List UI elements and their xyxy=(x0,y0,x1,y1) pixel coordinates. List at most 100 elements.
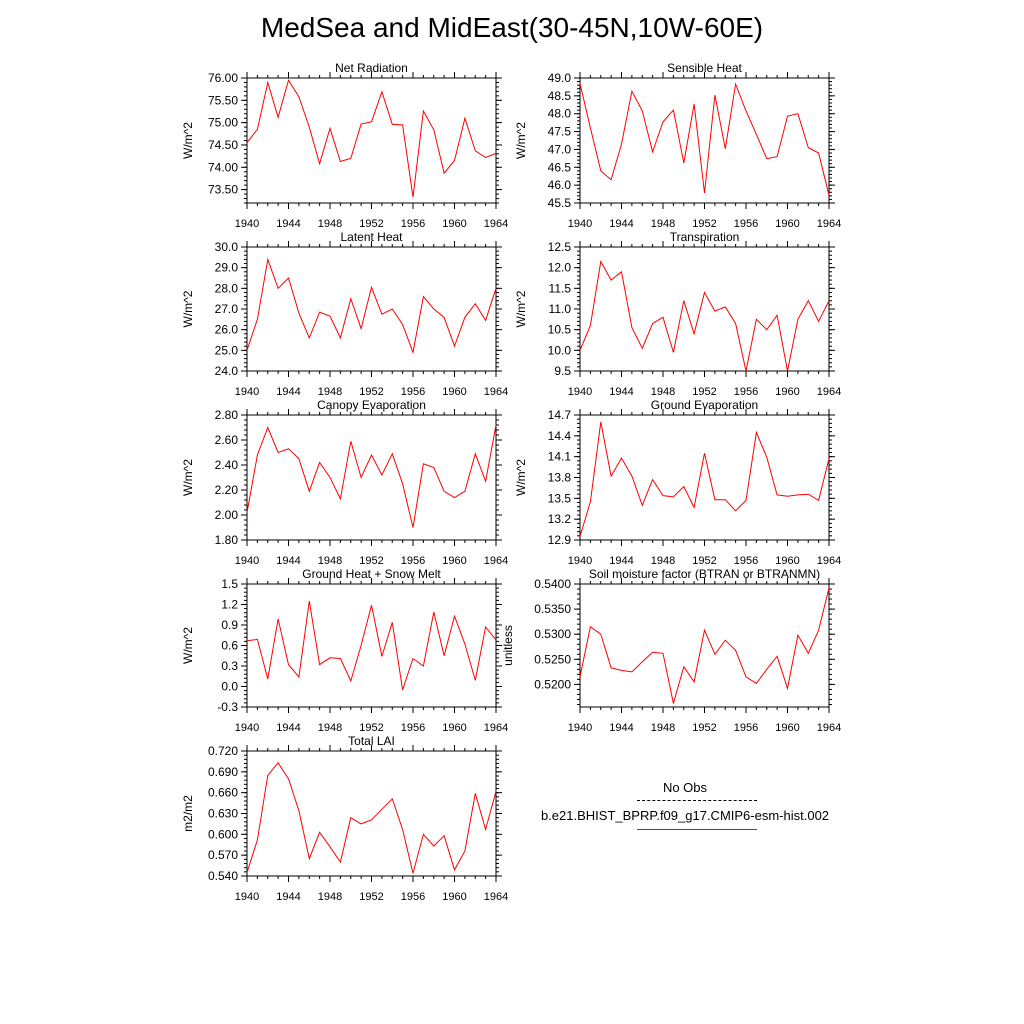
y-tick-label: 30.0 xyxy=(215,240,239,254)
y-tick-label: 2.40 xyxy=(215,458,239,472)
legend-model-line xyxy=(637,829,757,830)
x-tick-label: 1948 xyxy=(318,891,342,903)
x-tick-label: 1944 xyxy=(609,218,633,230)
y-tick-label: 0.690 xyxy=(208,765,238,779)
y-tick-label: 14.4 xyxy=(548,429,572,443)
y-tick-label: 74.50 xyxy=(208,138,238,152)
x-tick-label: 1960 xyxy=(442,218,466,230)
x-tick-label: 1948 xyxy=(651,555,675,567)
x-tick-label: 1940 xyxy=(568,555,592,567)
y-tick-label: 13.2 xyxy=(548,512,572,526)
series-line xyxy=(246,424,497,528)
y-tick-label: 0.3 xyxy=(221,659,238,673)
y-axis-label: W/m^2 xyxy=(181,459,195,496)
y-axis-label: unitless xyxy=(501,625,515,666)
panel-title: Ground Evaporation xyxy=(651,398,758,412)
y-axis-label: W/m^2 xyxy=(514,459,528,496)
panel-title: Net Radiation xyxy=(335,61,408,75)
x-tick-label: 1944 xyxy=(276,386,300,398)
y-tick-label: 0.660 xyxy=(208,786,238,800)
x-tick-label: 1952 xyxy=(692,218,716,230)
y-axis-label: W/m^2 xyxy=(514,290,528,327)
x-tick-label: 1952 xyxy=(359,722,383,734)
y-tick-label: 0.5250 xyxy=(534,652,571,666)
x-tick-label: 1952 xyxy=(692,722,716,734)
x-tick-label: 1956 xyxy=(401,386,425,398)
y-tick-label: 73.50 xyxy=(208,183,238,197)
y-tick-label: 10.5 xyxy=(548,323,572,337)
series-line xyxy=(246,601,497,691)
y-tick-label: 0.720 xyxy=(208,744,238,758)
y-tick-label: 10.0 xyxy=(548,343,572,357)
panel-8: 1940 1944 1948 1952 1956 1960 1964 0.5200 0.5250… xyxy=(501,567,841,734)
y-tick-label: 45.5 xyxy=(548,196,572,210)
x-tick-label: 1944 xyxy=(609,555,633,567)
y-tick-label: 26.0 xyxy=(215,323,239,337)
y-tick-label: 1.2 xyxy=(221,598,238,612)
x-tick-label: 1948 xyxy=(651,386,675,398)
x-tick-label: 1956 xyxy=(401,891,425,903)
panel-title: Total LAI xyxy=(348,734,395,748)
x-tick-label: 1940 xyxy=(568,218,592,230)
y-tick-label: 11.0 xyxy=(549,302,572,316)
x-tick-label: 1940 xyxy=(235,218,259,230)
y-tick-label: 2.60 xyxy=(215,433,239,447)
x-tick-label: 1960 xyxy=(775,555,799,567)
x-tick-label: 1956 xyxy=(401,555,425,567)
x-tick-label: 1952 xyxy=(692,555,716,567)
plot-frame xyxy=(246,414,497,541)
y-tick-label: 47.0 xyxy=(548,142,572,156)
y-axis-label: W/m^2 xyxy=(514,122,528,159)
x-tick-label: 1940 xyxy=(235,891,259,903)
x-tick-label: 1960 xyxy=(775,386,799,398)
y-tick-label: 0.540 xyxy=(208,869,238,883)
y-tick-label: 14.7 xyxy=(548,408,572,422)
x-tick-label: 1952 xyxy=(359,386,383,398)
legend-obs-line xyxy=(637,800,757,801)
y-tick-label: 2.80 xyxy=(215,408,239,422)
x-tick-label: 1960 xyxy=(442,722,466,734)
y-tick-label: 13.5 xyxy=(548,491,572,505)
x-tick-label: 1964 xyxy=(484,386,508,398)
x-tick-label: 1952 xyxy=(359,555,383,567)
y-tick-label: 25.0 xyxy=(215,343,239,357)
y-axis-label: m2/m2 xyxy=(181,795,195,832)
x-tick-label: 1952 xyxy=(359,891,383,903)
y-tick-label: 24.0 xyxy=(215,364,239,378)
x-tick-label: 1956 xyxy=(401,218,425,230)
y-tick-label: 0.5200 xyxy=(534,677,571,691)
plot-frame xyxy=(246,246,497,372)
panel-title: Latent Heat xyxy=(340,230,403,244)
y-tick-label: 2.20 xyxy=(215,483,239,497)
panel-title: Canopy Evaporation xyxy=(317,398,426,412)
panel-title: Ground Heat + Snow Melt xyxy=(302,567,441,581)
series-line xyxy=(246,257,497,355)
y-tick-label: 13.8 xyxy=(548,471,572,485)
y-tick-label: 0.5350 xyxy=(534,602,571,616)
legend-obs-label: No Obs xyxy=(662,780,708,795)
x-tick-label: 1944 xyxy=(276,555,300,567)
y-axis-label: W/m^2 xyxy=(181,122,195,159)
x-tick-label: 1964 xyxy=(817,555,841,567)
figure-title: MedSea and MidEast(30-45N,10W-60E) xyxy=(260,12,764,43)
x-tick-label: 1940 xyxy=(235,722,259,734)
x-tick-label: 1948 xyxy=(318,218,342,230)
x-tick-label: 1940 xyxy=(235,555,259,567)
y-tick-label: 1.5 xyxy=(221,577,238,591)
panel-7: 1940 1944 1948 1952 1956 1960 1964 -0.3 0.0 0.3 0.… xyxy=(181,567,508,734)
y-tick-label: 9.5 xyxy=(554,364,571,378)
y-tick-label: 75.50 xyxy=(208,93,238,107)
series-line xyxy=(579,259,830,372)
panel-title: Transpiration xyxy=(670,230,740,244)
series-line xyxy=(579,421,830,537)
plot-frame xyxy=(246,750,497,877)
y-tick-label: 48.5 xyxy=(548,89,572,103)
series-line xyxy=(246,78,497,198)
x-tick-label: 1964 xyxy=(484,891,508,903)
x-tick-label: 1956 xyxy=(401,722,425,734)
x-tick-label: 1952 xyxy=(692,386,716,398)
panel-2: 1940 1944 1948 1952 1956 1960 1964 45.5 46.0 46.5… xyxy=(514,61,841,230)
x-tick-label: 1948 xyxy=(651,218,675,230)
